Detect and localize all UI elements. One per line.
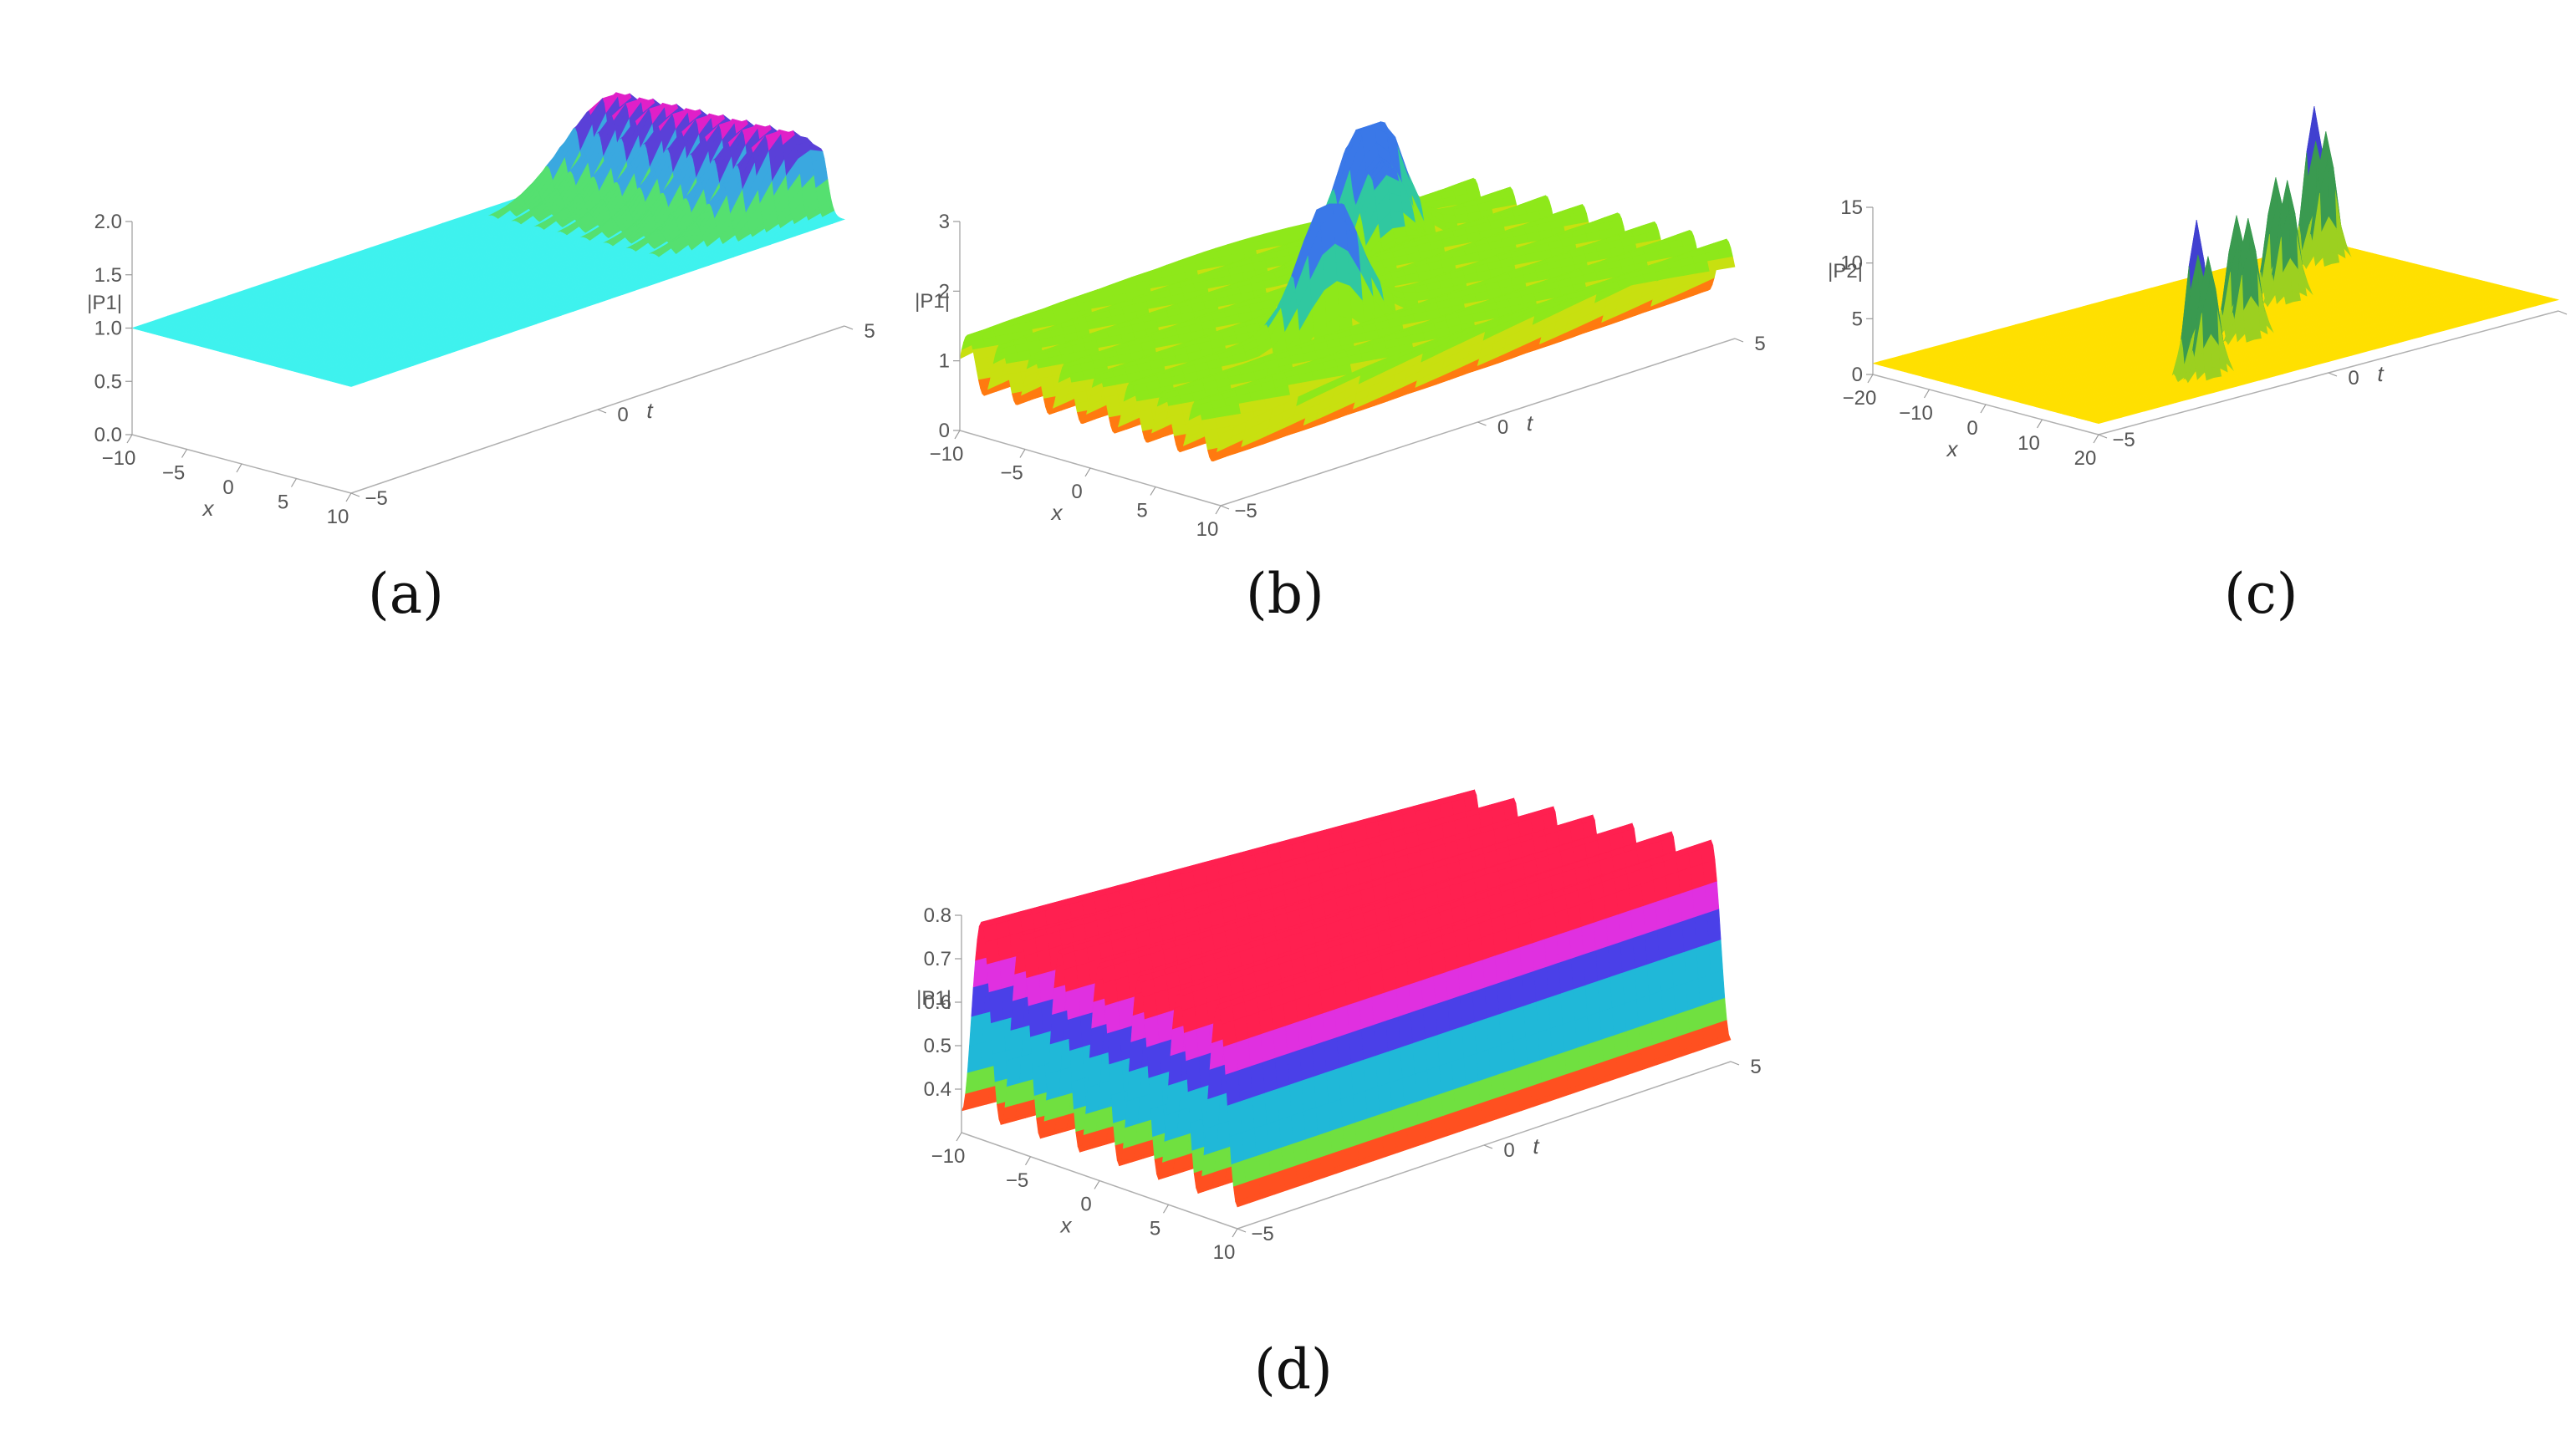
x-tick-a: −10 [102, 447, 136, 470]
z-axis-label-b: |P1| [915, 290, 950, 313]
surface-a [130, 92, 846, 387]
z-tick-b: 3 [939, 211, 950, 233]
z-tick-c: 15 [1840, 196, 1863, 219]
x-tick-a: −5 [162, 462, 185, 485]
t-axis-b: −5 0 5 t [1220, 333, 1766, 522]
x-tick-b: −5 [1000, 462, 1023, 485]
x-tick-c: −10 [1899, 402, 1933, 425]
surface-d [961, 789, 1732, 1208]
t-axis-label-d: t [1533, 1133, 1540, 1159]
caption-b: (b) [1246, 562, 1324, 626]
x-tick-d: −5 [1006, 1169, 1028, 1192]
z-axis-b: 0 1 2 3 |P1| [915, 211, 960, 442]
x-tick-b: 0 [1071, 481, 1082, 503]
z-tick-c: 5 [1852, 308, 1863, 330]
x-tick-d: 10 [1213, 1241, 1236, 1264]
z-tick-d: 0.7 [924, 948, 951, 970]
x-tick-a: 10 [327, 506, 349, 528]
surface-c [1872, 106, 2560, 425]
t-tick-c: −5 [2112, 429, 2135, 451]
panel-b: −10 −5 0 5 10 x −5 0 5 t 0 1 2 3 |P1| [886, 0, 1766, 552]
x-axis-c: −20 −10 0 10 20 x [1843, 374, 2099, 470]
z-axis-label-a: |P1| [87, 292, 122, 314]
z-tick-a: 1.0 [94, 318, 122, 340]
z-axis-c: 0 5 10 15 |P2| [1828, 196, 1873, 386]
panel-c: −20 −10 0 10 20 x −5 0 5 t 0 5 10 15 |P2| [1789, 0, 2568, 552]
z-tick-a: 0.0 [94, 424, 122, 446]
x-axis-label-c: x [1946, 436, 1959, 461]
panel-d: −10 −5 0 5 10 x −5 0 5 t 0.4 0.5 0.6 0.7 0.8 |P1| [886, 719, 1762, 1321]
x-axis-label-b: x [1050, 500, 1064, 525]
x-tick-d: −10 [931, 1145, 966, 1168]
z-tick-d: 0.6 [924, 991, 951, 1014]
x-axis-label-a: x [201, 496, 215, 521]
t-tick-d: −5 [1251, 1223, 1273, 1245]
x-tick-c: 10 [2017, 432, 2040, 455]
z-tick-c: 0 [1852, 364, 1863, 386]
x-tick-c: 0 [1966, 417, 1977, 440]
t-tick-b: −5 [1234, 500, 1257, 522]
t-tick-a: −5 [365, 487, 387, 510]
z-tick-b: 1 [939, 350, 950, 373]
x-axis-b: −10 −5 0 5 10 x [930, 430, 1222, 541]
t-tick-a: 0 [617, 404, 628, 426]
z-tick-b: 2 [939, 280, 950, 303]
z-axis-label-d: |P1| [916, 987, 951, 1010]
z-tick-d: 0.5 [924, 1035, 951, 1057]
z-tick-a: 1.5 [94, 264, 122, 287]
t-tick-c: 0 [2348, 367, 2359, 390]
t-axis-a: −5 0 5 t [350, 320, 875, 510]
x-axis-label-d: x [1059, 1213, 1073, 1238]
chart-c: −20 −10 0 10 20 x −5 0 5 t 0 5 10 15 |P2| [1828, 106, 2568, 470]
caption-c: (c) [2224, 562, 2298, 626]
z-axis-label-c: |P2| [1828, 260, 1863, 283]
t-tick-d: 0 [1503, 1139, 1514, 1162]
x-tick-a: 0 [222, 476, 233, 499]
x-tick-a: 5 [278, 491, 288, 514]
t-axis-label-c: t [2377, 361, 2385, 386]
z-tick-a: 0.5 [94, 370, 122, 393]
x-tick-c: −20 [1843, 387, 1877, 410]
t-axis-d: −5 0 5 t [1237, 1056, 1762, 1245]
t-tick-a: 5 [864, 320, 875, 343]
x-axis-a: −10 −5 0 5 10 x [102, 434, 352, 528]
chart-d: −10 −5 0 5 10 x −5 0 5 t 0.4 0.5 0.6 0.7 0.8 |P1| [916, 789, 1762, 1264]
x-tick-b: 10 [1196, 518, 1219, 541]
t-tick-b: 0 [1497, 416, 1508, 439]
z-tick-b: 0 [939, 420, 950, 442]
z-axis-d: 0.4 0.5 0.6 0.7 0.8 |P1| [916, 904, 962, 1101]
chart-a: −10 −5 0 5 10 x −5 0 5 t 0.0 0.5 1.0 1.5 2.0 |P1| [87, 92, 875, 528]
x-tick-d: 5 [1150, 1217, 1160, 1240]
x-tick-b: −10 [930, 443, 964, 466]
z-tick-d: 0.4 [924, 1078, 951, 1101]
x-axis-d: −10 −5 0 5 10 x [931, 1132, 1238, 1264]
t-axis-label-b: t [1527, 410, 1534, 435]
caption-d: (d) [1254, 1337, 1333, 1402]
z-tick-c: 10 [1840, 252, 1863, 275]
t-tick-b: 5 [1754, 333, 1765, 355]
z-axis-a: 0.0 0.5 1.0 1.5 2.0 |P1| [87, 211, 132, 446]
t-axis-label-a: t [646, 398, 654, 423]
z-tick-a: 2.0 [94, 211, 122, 233]
x-tick-b: 5 [1136, 500, 1147, 522]
z-tick-d: 0.8 [924, 904, 951, 927]
t-tick-d: 5 [1750, 1056, 1761, 1078]
surface-b [959, 120, 1736, 462]
panel-a: −10 −5 0 5 10 x −5 0 5 t 0.0 0.5 1.0 1.5 2.0 |P1| [50, 0, 875, 552]
caption-a: (a) [368, 562, 444, 626]
x-tick-c: 20 [2074, 447, 2097, 470]
x-tick-d: 0 [1080, 1194, 1091, 1216]
